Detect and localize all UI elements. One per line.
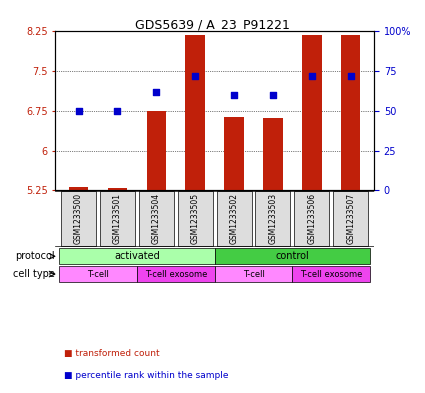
FancyBboxPatch shape (100, 191, 135, 246)
Text: GSM1233500: GSM1233500 (74, 193, 83, 244)
Text: GSM1233505: GSM1233505 (191, 193, 200, 244)
FancyBboxPatch shape (215, 266, 292, 282)
Point (114, 108, 121, 114)
Text: T-cell: T-cell (87, 270, 109, 279)
Text: ■ percentile rank within the sample: ■ percentile rank within the sample (64, 371, 228, 380)
FancyBboxPatch shape (292, 266, 370, 282)
Bar (185, 35, 205, 190)
Text: GSM1233502: GSM1233502 (230, 193, 238, 244)
Text: control: control (275, 251, 309, 261)
Text: activated: activated (114, 251, 160, 261)
Text: cell type: cell type (13, 269, 54, 279)
Text: GSM1233506: GSM1233506 (307, 193, 316, 244)
FancyBboxPatch shape (217, 191, 252, 246)
Bar (263, 118, 283, 190)
FancyBboxPatch shape (294, 191, 329, 246)
Text: GSM1233503: GSM1233503 (269, 193, 278, 244)
Text: T-cell exosome: T-cell exosome (300, 270, 363, 279)
FancyBboxPatch shape (61, 191, 96, 246)
FancyBboxPatch shape (215, 248, 370, 264)
Bar (341, 35, 360, 190)
FancyBboxPatch shape (59, 266, 137, 282)
Text: GDS5639 / A_23_P91221: GDS5639 / A_23_P91221 (135, 18, 290, 31)
Text: GSM1233501: GSM1233501 (113, 193, 122, 244)
Point (347, 73, 354, 79)
Bar (224, 117, 244, 190)
FancyBboxPatch shape (255, 191, 290, 246)
Point (192, 73, 198, 79)
Point (231, 92, 238, 98)
Bar (69, 187, 88, 190)
Point (153, 89, 160, 95)
FancyBboxPatch shape (333, 191, 368, 246)
Text: T-cell: T-cell (243, 270, 264, 279)
FancyBboxPatch shape (139, 191, 174, 246)
Text: ■ transformed count: ■ transformed count (64, 349, 159, 358)
Text: T-cell exosome: T-cell exosome (144, 270, 207, 279)
FancyBboxPatch shape (137, 266, 215, 282)
FancyBboxPatch shape (59, 248, 215, 264)
Bar (108, 187, 127, 190)
Text: GSM1233504: GSM1233504 (152, 193, 161, 244)
Point (269, 92, 276, 98)
Text: protocol: protocol (15, 251, 54, 261)
Point (75, 108, 82, 114)
Bar (302, 35, 322, 190)
Point (309, 73, 315, 79)
Text: GSM1233507: GSM1233507 (346, 193, 355, 244)
FancyBboxPatch shape (178, 191, 212, 246)
Bar (147, 111, 166, 190)
